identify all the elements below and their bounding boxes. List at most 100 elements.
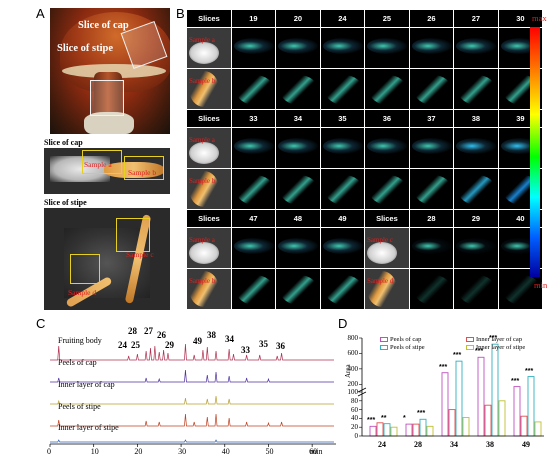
panel-letter-c: C [36,316,46,331]
peak-label-35: 35 [259,339,268,349]
mass-image-cell [231,269,276,309]
slice-photo-cell: Sample a [187,28,231,68]
cap-slice-title: Slice of cap [44,138,83,147]
grid-header-37: 37 [409,110,454,127]
mass-image-cell [320,28,365,68]
significance-marker: *** [439,363,448,371]
bar-49-3 [534,421,542,437]
grid-header-slices: Slices [187,10,231,27]
mass-image-cell [365,69,409,109]
peak-label-27: 27 [144,326,153,336]
significance-marker: *** [453,352,462,360]
area-x-tick-49: 49 [522,440,530,449]
bar-49-2 [527,376,535,437]
legend-peels-stipe: Peels of stipe [380,344,425,351]
grid-sample-label: Sample a [189,36,215,44]
grid-header-slices: Slices [187,210,231,227]
cap-sample-b-label: Sample b [128,168,157,177]
peak-label-28: 28 [128,326,137,336]
mass-image-cell [409,128,454,168]
area-bar-chart [357,337,544,437]
area-y-tick: 40 [351,414,358,423]
mass-image-cell [231,128,276,168]
slice-photo-cell: Sample c [365,228,409,268]
grid-header-25: 25 [365,10,409,27]
slice-photo-cell: Sample a [187,128,231,168]
bar-24-0 [369,425,377,437]
bar-34-3 [462,417,470,437]
grid-sample-label: Sample d [367,277,394,285]
area-y-tick: 400 [347,364,359,373]
grid-header-36: 36 [365,110,409,127]
trace-label-3: Peels of stipe [58,402,101,411]
chromatogram-trace-0 [50,343,334,361]
chromatogram-x-tick: 50 [265,447,274,456]
area-y-tick: 100 [347,388,359,396]
area-y-tick: 60 [351,405,358,414]
legend-inner-cap: Inner layer of cap [466,336,522,343]
peak-label-33: 33 [241,345,250,355]
bar-38-1 [484,404,492,437]
grid-header-29: 29 [454,210,498,227]
area-y-tick: 200 [347,380,359,389]
slice-photo-cell: Sample b [187,269,231,309]
bar-34-0 [441,372,449,437]
grid-sample-label: Sample a [189,236,215,244]
cap-sample-box-a [82,150,122,174]
mass-image-cell [231,228,276,268]
bar-38-2 [491,343,499,437]
significance-marker: *** [511,377,520,385]
mass-image-cell [231,69,276,109]
chromatogram-x-tick: 30 [178,447,187,456]
mass-image-cell [231,28,276,68]
mass-image-cell [409,28,454,68]
bar-28-0 [405,423,413,437]
mass-image-cell [320,169,365,209]
bar-24-2 [383,423,391,437]
grid-header-35: 35 [320,110,365,127]
grid-header-19: 19 [231,10,276,27]
panel-letter-b: B [176,6,185,21]
peak-label-34: 34 [225,334,234,344]
grid-sample-label: Sample c [367,236,393,244]
mass-image-cell [276,269,320,309]
grid-header-49: 49 [320,210,365,227]
chromatogram-trace-3 [50,413,334,427]
fruiting-body-photo [50,8,170,134]
significance-marker: *** [489,335,498,343]
grid-sample-label: Sample b [189,277,216,285]
grid-header-30: 30 [498,10,543,27]
area-y-tick: 0 [354,432,359,440]
bar-38-0 [477,356,485,437]
photo-label-stipe: Slice of stipe [57,43,113,54]
area-x-tick-24: 24 [378,440,386,449]
mass-image-cell [409,269,454,309]
significance-marker: ** [381,414,387,422]
bar-24-1 [376,422,384,437]
slice-photo-cell: Sample d [365,269,409,309]
area-x-tick-38: 38 [486,440,494,449]
bar-34-2 [455,360,463,437]
legend-inner-stipe: Inner layer of stipe [466,344,525,351]
area-y-tick: 80 [351,396,358,405]
mass-image-cell [454,228,498,268]
grid-header-slices: Slices [187,110,231,127]
mass-image-cell [409,169,454,209]
mass-image-cell [276,69,320,109]
bar-49-1 [520,415,528,437]
significance-marker: *** [417,410,426,418]
grid-header-26: 26 [409,10,454,27]
bar-28-2 [419,418,427,437]
trace-label-1: Peels of cap [58,358,97,367]
mass-image-cell [454,28,498,68]
mass-image-cell [276,28,320,68]
mass-image-cell [320,228,365,268]
cap-slice-image [44,148,170,194]
area-y-tick: 600 [347,349,359,358]
colorbar-min-label: min [534,280,548,290]
chromatogram-x-tick: 10 [90,447,99,456]
mass-image-cell [454,169,498,209]
grid-sample-label: Sample a [189,136,215,144]
grid-header-slices: Slices [365,210,409,227]
mass-image-cell [409,228,454,268]
